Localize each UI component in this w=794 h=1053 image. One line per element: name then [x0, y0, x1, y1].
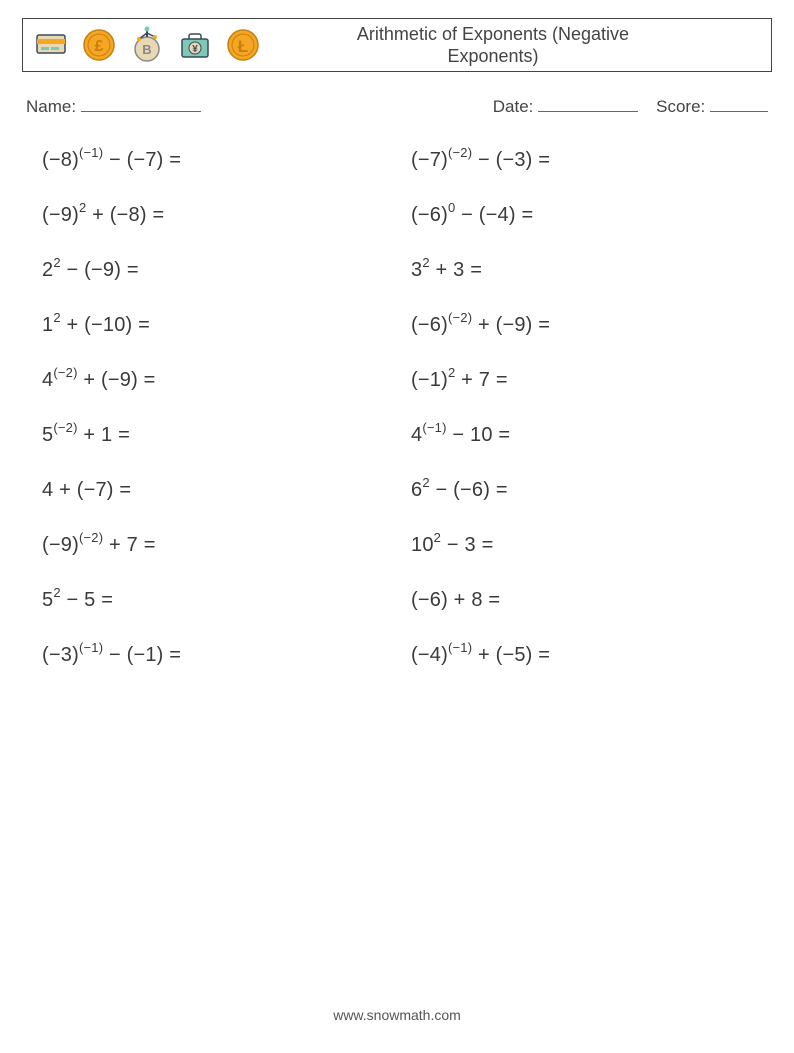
svg-text:£: £ — [95, 38, 104, 55]
problem: 4(−2) + (−9) = — [42, 369, 387, 392]
footer: www.snowmath.com — [0, 1007, 794, 1023]
litecoin-coin-icon: Ł — [223, 25, 263, 65]
problem: (−4)(−1) + (−5) = — [411, 644, 756, 667]
problem: 12 + (−10) = — [42, 314, 387, 337]
problem: (−1)2 + 7 = — [411, 369, 756, 392]
bitcoin-coin-icon: B — [127, 25, 167, 65]
date-label: Date: — [493, 97, 534, 116]
credit-card-icon — [31, 25, 71, 65]
worksheet-title: Arithmetic of Exponents (Negative Expone… — [263, 23, 763, 68]
footer-url: www.snowmath.com — [333, 1007, 461, 1023]
svg-text:¥: ¥ — [192, 44, 198, 55]
date-blank[interactable] — [538, 94, 638, 112]
date-field: Date: — [493, 94, 638, 117]
worksheet-header: £ B ¥ — [22, 18, 772, 72]
problem: 4 + (−7) = — [42, 479, 387, 502]
meta-row: Name: Date: Score: — [26, 94, 768, 117]
problem: (−6)0 − (−4) = — [411, 204, 756, 227]
problem: (−8)(−1) − (−7) = — [42, 149, 387, 172]
problem: (−3)(−1) − (−1) = — [42, 644, 387, 667]
problem: 32 + 3 = — [411, 259, 756, 282]
svg-text:Ł: Ł — [238, 37, 248, 56]
header-icons: £ B ¥ — [31, 25, 263, 65]
problem: (−7)(−2) − (−3) = — [411, 149, 756, 172]
title-line-1: Arithmetic of Exponents (Negative — [357, 24, 629, 44]
problem: 22 − (−9) = — [42, 259, 387, 282]
title-line-2: Exponents) — [447, 46, 538, 66]
problems-grid: (−8)(−1) − (−7) = (−7)(−2) − (−3) = (−9)2 … — [42, 149, 756, 667]
score-label: Score: — [656, 97, 705, 116]
score-blank[interactable] — [710, 94, 768, 112]
pound-coin-icon: £ — [79, 25, 119, 65]
problem: 4(−1) − 10 = — [411, 424, 756, 447]
problem: 52 − 5 = — [42, 589, 387, 612]
problem: 102 − 3 = — [411, 534, 756, 557]
problem: (−6) + 8 = — [411, 589, 756, 612]
problem: 5(−2) + 1 = — [42, 424, 387, 447]
yen-briefcase-icon: ¥ — [175, 25, 215, 65]
problem: (−9)2 + (−8) = — [42, 204, 387, 227]
name-field: Name: — [26, 94, 493, 117]
problem: (−6)(−2) + (−9) = — [411, 314, 756, 337]
name-blank[interactable] — [81, 94, 201, 112]
problem: 62 − (−6) = — [411, 479, 756, 502]
problem: (−9)(−2) + 7 = — [42, 534, 387, 557]
name-label: Name: — [26, 97, 76, 116]
score-field: Score: — [656, 94, 768, 117]
svg-text:B: B — [142, 42, 151, 57]
